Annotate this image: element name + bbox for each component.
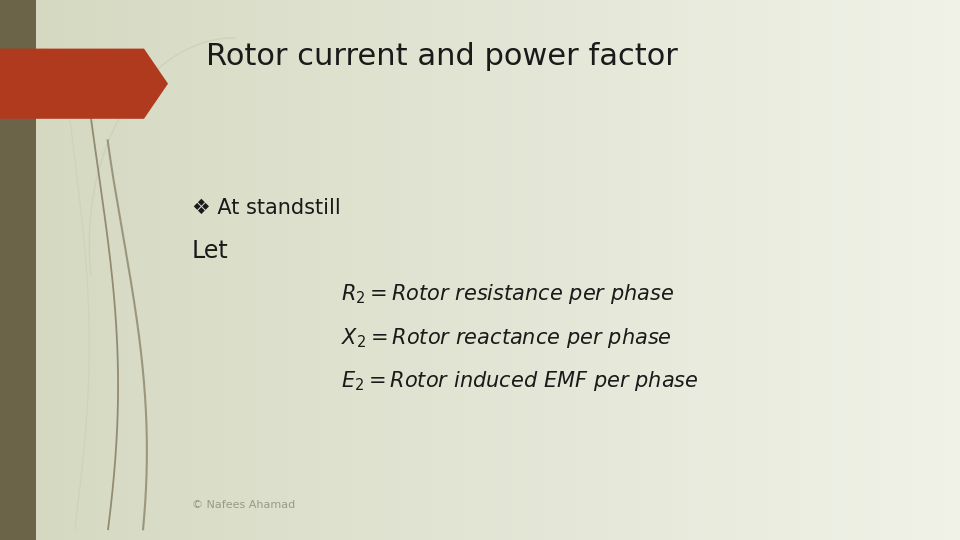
Bar [736, 0, 754, 540]
Text: $R_2 = Rotor\ resistance\ per\ phase$: $R_2 = Rotor\ resistance\ per\ phase$ [341, 282, 674, 306]
Bar [128, 0, 146, 540]
Bar [448, 0, 466, 540]
Bar [176, 0, 194, 540]
Bar [144, 0, 162, 540]
Bar [400, 0, 418, 540]
Bar [704, 0, 722, 540]
Bar [288, 0, 306, 540]
Bar [752, 0, 770, 540]
Bar [80, 0, 98, 540]
Bar [256, 0, 274, 540]
Bar [160, 0, 178, 540]
Text: $E_2 = Rotor\ induced\ EMF\ per\ phase$: $E_2 = Rotor\ induced\ EMF\ per\ phase$ [341, 369, 699, 393]
Bar [384, 0, 402, 540]
Bar [560, 0, 578, 540]
Bar [848, 0, 866, 540]
Bar [576, 0, 594, 540]
Bar [496, 0, 514, 540]
Bar [672, 0, 690, 540]
Bar [912, 0, 930, 540]
Bar [816, 0, 834, 540]
Bar [864, 0, 882, 540]
Bar [624, 0, 642, 540]
Bar [352, 0, 370, 540]
Bar [0, 0, 36, 540]
Bar [944, 0, 960, 540]
Bar [192, 0, 210, 540]
Bar [320, 0, 338, 540]
Bar [304, 0, 322, 540]
Bar [896, 0, 914, 540]
Text: $X_2 = Rotor\ reactance\ per\ phase$: $X_2 = Rotor\ reactance\ per\ phase$ [341, 326, 672, 349]
Text: © Nafees Ahamad: © Nafees Ahamad [192, 500, 296, 510]
Bar [464, 0, 482, 540]
Bar [656, 0, 674, 540]
Bar [784, 0, 802, 540]
Bar [880, 0, 898, 540]
Bar [416, 0, 434, 540]
Bar [608, 0, 626, 540]
Bar [832, 0, 850, 540]
Bar [368, 0, 386, 540]
Text: Let: Let [192, 239, 228, 263]
Bar [640, 0, 658, 540]
Bar [336, 0, 354, 540]
Bar [928, 0, 946, 540]
Bar [800, 0, 818, 540]
Bar [432, 0, 450, 540]
Text: ❖ At standstill: ❖ At standstill [192, 198, 341, 218]
Bar [208, 0, 226, 540]
Bar [0, 0, 18, 540]
Bar [544, 0, 562, 540]
Bar [16, 0, 34, 540]
Bar [64, 0, 82, 540]
Bar [528, 0, 546, 540]
Bar [112, 0, 130, 540]
Bar [720, 0, 738, 540]
Bar [32, 0, 50, 540]
Bar [592, 0, 610, 540]
Text: Rotor current and power factor: Rotor current and power factor [206, 42, 679, 71]
Bar [96, 0, 114, 540]
Bar [688, 0, 706, 540]
Bar [240, 0, 258, 540]
Bar [512, 0, 530, 540]
Bar [48, 0, 66, 540]
Polygon shape [0, 49, 168, 119]
Bar [480, 0, 498, 540]
Bar [224, 0, 242, 540]
Bar [272, 0, 290, 540]
Bar [768, 0, 786, 540]
